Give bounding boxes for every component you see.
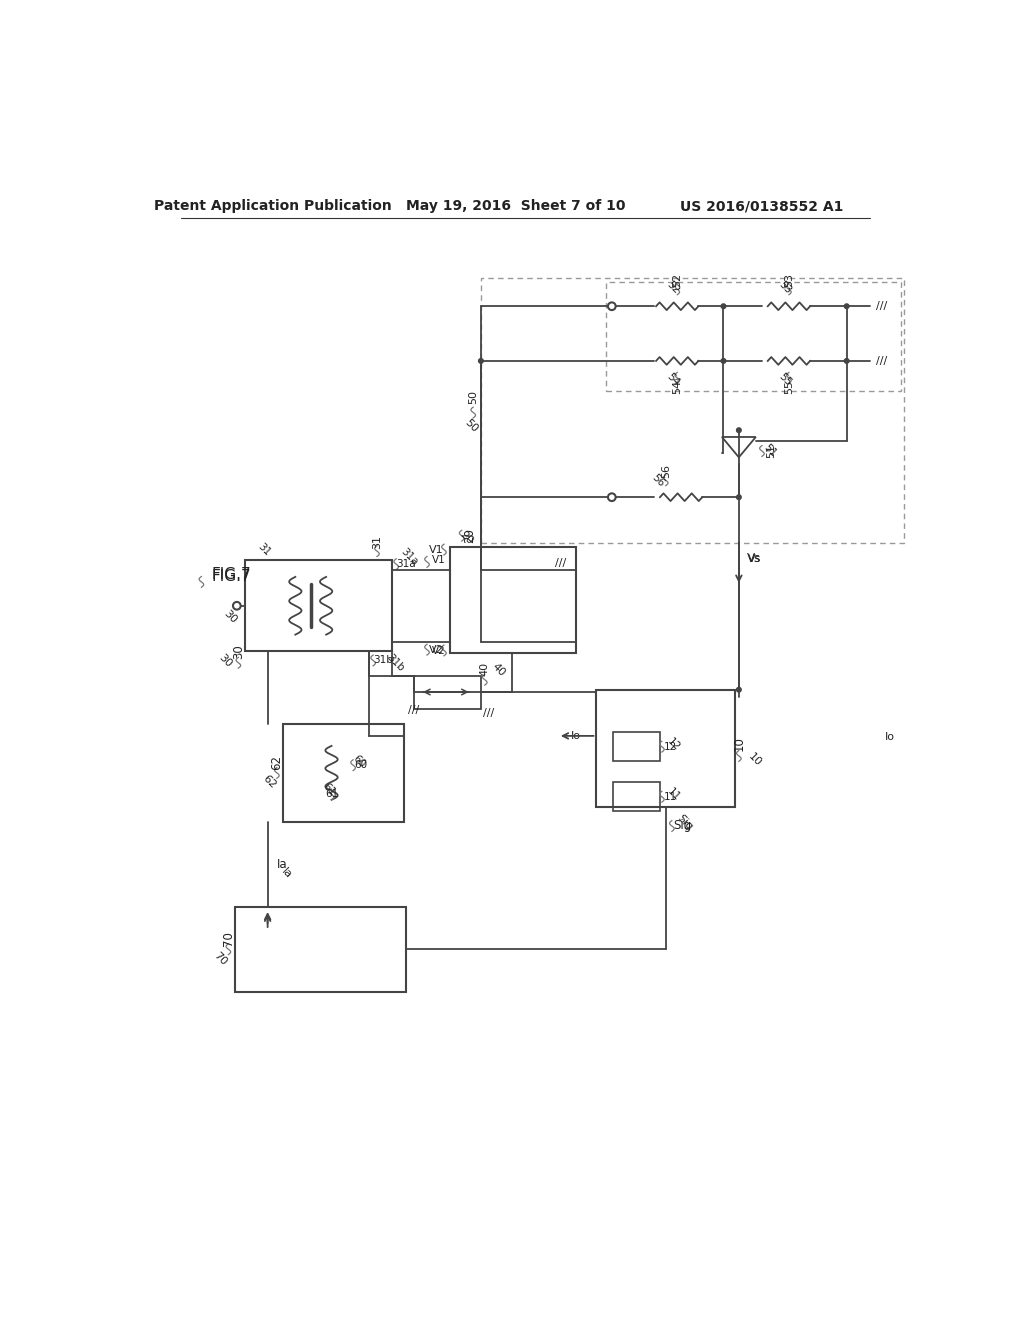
Text: Ia: Ia	[276, 858, 288, 871]
Text: 31a: 31a	[396, 560, 416, 569]
Circle shape	[736, 428, 741, 433]
Bar	[414, 676, 481, 709]
Text: Ia: Ia	[280, 867, 294, 880]
Bar	[245, 560, 392, 651]
Text: 60: 60	[351, 754, 368, 770]
Bar	[481, 277, 904, 544]
Text: 55: 55	[784, 380, 794, 395]
Bar	[596, 689, 735, 807]
Text: ///: ///	[876, 301, 887, 312]
Text: V2: V2	[429, 645, 444, 656]
Text: May 19, 2016  Sheet 7 of 10: May 19, 2016 Sheet 7 of 10	[406, 199, 626, 213]
Bar	[606, 281, 900, 391]
Text: 30: 30	[217, 652, 233, 669]
Text: V1: V1	[429, 545, 444, 554]
Text: 12: 12	[666, 737, 682, 752]
Text: 40: 40	[490, 661, 507, 678]
Text: V1: V1	[432, 556, 445, 565]
Circle shape	[721, 304, 726, 309]
Text: 40: 40	[480, 661, 489, 676]
Text: FIG.7: FIG.7	[211, 566, 251, 582]
Text: ///: ///	[483, 708, 495, 718]
Text: 20: 20	[458, 529, 475, 546]
Text: 70: 70	[222, 931, 234, 946]
Text: 54: 54	[666, 371, 682, 388]
Text: Sig: Sig	[674, 820, 691, 833]
Text: ///: ///	[555, 557, 566, 568]
Circle shape	[736, 495, 741, 499]
Text: Sig: Sig	[675, 813, 694, 832]
Bar	[234, 907, 407, 991]
Text: Vs: Vs	[746, 552, 761, 565]
Text: 12: 12	[664, 742, 677, 751]
Text: 31b: 31b	[385, 652, 406, 673]
Text: Io: Io	[885, 733, 895, 742]
Text: V2: V2	[432, 647, 445, 656]
Circle shape	[478, 359, 483, 363]
Bar	[613, 781, 659, 812]
Text: 61: 61	[325, 789, 338, 800]
Text: 31b: 31b	[373, 656, 393, 665]
Circle shape	[845, 359, 849, 363]
Text: 51: 51	[766, 444, 776, 458]
Text: 11: 11	[666, 787, 682, 803]
Text: 62: 62	[270, 755, 284, 770]
Text: 51: 51	[762, 442, 778, 459]
Text: 31a: 31a	[398, 546, 420, 568]
Text: 62: 62	[261, 774, 278, 791]
Text: 10: 10	[732, 737, 745, 751]
Text: 52: 52	[673, 273, 682, 288]
Text: Io: Io	[571, 731, 581, 741]
Bar	[451, 548, 575, 653]
Text: 10: 10	[746, 751, 764, 768]
Circle shape	[736, 688, 741, 692]
Text: 70: 70	[212, 950, 229, 968]
Text: 61: 61	[321, 781, 338, 799]
Text: FIG.7: FIG.7	[211, 569, 251, 583]
Bar	[283, 725, 403, 822]
Text: 31: 31	[256, 541, 272, 558]
Text: Patent Application Publication: Patent Application Publication	[155, 199, 392, 213]
Text: 50: 50	[468, 391, 478, 404]
Text: 54: 54	[673, 380, 682, 395]
Text: 56: 56	[660, 465, 671, 478]
Text: US 2016/0138552 A1: US 2016/0138552 A1	[680, 199, 844, 213]
Text: 53: 53	[777, 280, 794, 296]
Circle shape	[721, 359, 726, 363]
Circle shape	[845, 304, 849, 309]
Bar	[613, 733, 659, 762]
Text: 30: 30	[231, 644, 245, 660]
Text: 55: 55	[777, 371, 794, 388]
Text: 31: 31	[372, 535, 382, 549]
Text: 56: 56	[650, 473, 667, 488]
Text: 11: 11	[664, 792, 677, 801]
Text: 30: 30	[221, 609, 239, 626]
Text: ///: ///	[876, 356, 887, 366]
Text: ///: ///	[409, 705, 420, 715]
Text: 50: 50	[463, 417, 480, 434]
Text: 20: 20	[463, 528, 476, 543]
Text: Vs: Vs	[749, 554, 762, 564]
Text: 52: 52	[666, 280, 682, 296]
Text: 60: 60	[354, 760, 368, 770]
Text: 53: 53	[784, 273, 794, 286]
